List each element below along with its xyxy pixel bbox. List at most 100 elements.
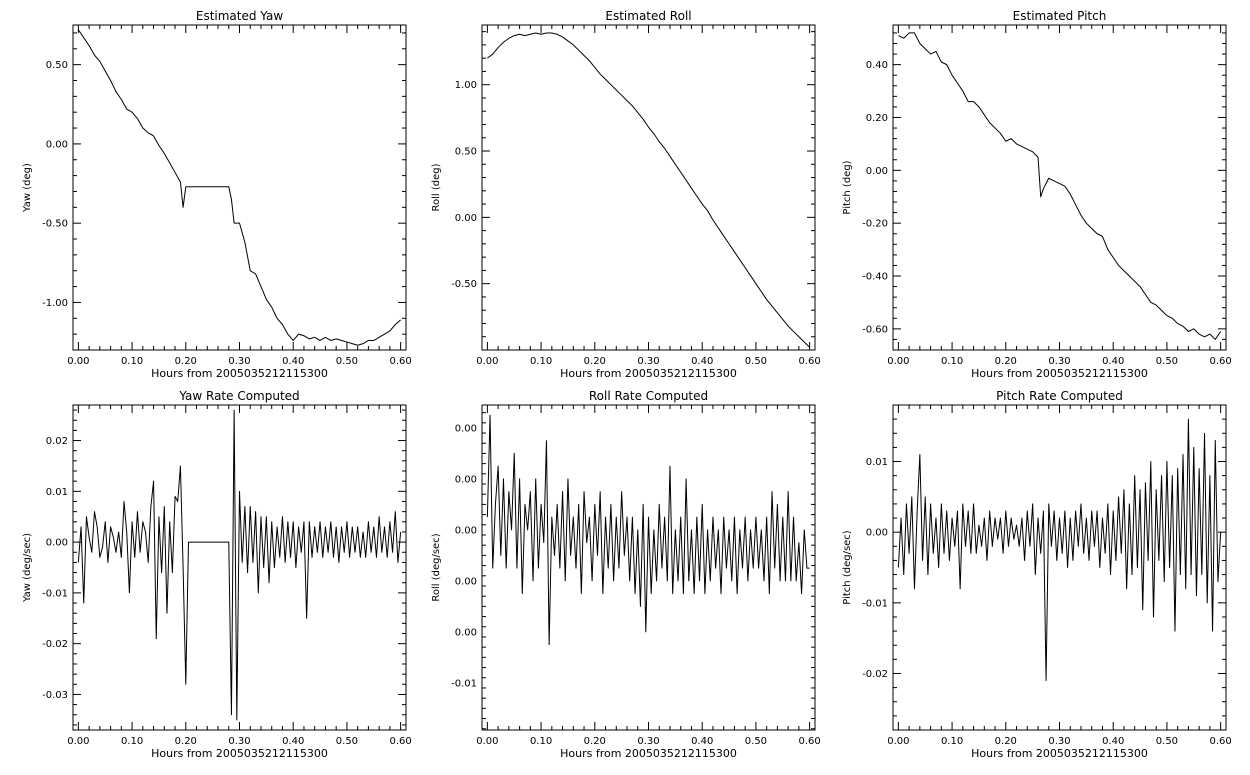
x-tick-label: 0.60 <box>1209 356 1231 367</box>
x-tick-label: 0.60 <box>798 736 820 747</box>
y-tick-label: -0.01 <box>862 598 888 609</box>
x-tick-label: 0.40 <box>1102 736 1124 747</box>
series-line-1 <box>77 409 402 721</box>
y-tick-label: 0.50 <box>455 147 477 158</box>
chart-title: Estimated Pitch <box>1013 9 1107 23</box>
y-tick-label: 0.00 <box>866 166 888 177</box>
y-tick-label: 0.02 <box>46 436 68 447</box>
x-tick-label: 0.40 <box>691 356 713 367</box>
y-tick-label: 0.00 <box>866 528 888 539</box>
x-tick-label: 0.10 <box>121 356 143 367</box>
x-tick-label: 0.00 <box>887 356 909 367</box>
x-tick-label: 0.40 <box>282 356 304 367</box>
x-tick-label: 0.30 <box>1048 356 1070 367</box>
x-tick-label: 0.30 <box>1048 736 1070 747</box>
y-tick-label: 0.00 <box>455 627 477 638</box>
x-tick-label: 0.40 <box>691 736 713 747</box>
plot-frame <box>481 24 816 351</box>
chart-title: Roll Rate Computed <box>589 389 708 403</box>
series-line-1 <box>487 32 810 348</box>
y-axis-label: Yaw (deg/sec) <box>22 533 33 603</box>
chart-title: Estimated Roll <box>605 9 691 23</box>
y-tick-label: -0.50 <box>451 279 477 290</box>
panel-2: Estimated Roll Hours from 200503521211530… <box>431 9 821 380</box>
x-tick-label: 0.30 <box>228 356 250 367</box>
x-tick-label: 0.50 <box>745 356 767 367</box>
plot-frame <box>481 404 816 731</box>
x-axis-label: Hours from 2005035212115300 <box>560 367 737 380</box>
x-tick-label: 0.50 <box>336 356 358 367</box>
panel-3: Estimated Pitch Hours from 20050352121153… <box>842 9 1232 380</box>
x-tick-label: 0.40 <box>282 736 304 747</box>
y-tick-label: -0.20 <box>862 219 888 230</box>
x-tick-label: 0.50 <box>336 736 358 747</box>
y-tick-label: 0.00 <box>46 139 68 150</box>
x-tick-label: 0.10 <box>530 736 552 747</box>
x-tick-label: 0.60 <box>798 356 820 367</box>
chart-title: Estimated Yaw <box>196 9 283 23</box>
series-line-1 <box>898 32 1222 340</box>
x-tick-label: 0.50 <box>745 736 767 747</box>
panel-5: Roll Rate Computed Hours from 20050352121… <box>431 389 821 760</box>
x-tick-label: 0.10 <box>121 736 143 747</box>
x-tick-label: 0.60 <box>1209 736 1231 747</box>
x-tick-label: 0.20 <box>995 736 1017 747</box>
y-tick-label: 1.00 <box>455 80 477 91</box>
y-tick-label: -0.60 <box>862 324 888 335</box>
x-axis-label: Hours from 2005035212115300 <box>971 747 1148 760</box>
y-tick-label: -0.01 <box>42 588 68 599</box>
x-tick-label: 0.30 <box>637 736 659 747</box>
x-axis-label: Hours from 2005035212115300 <box>971 367 1148 380</box>
y-tick-label: 0.00 <box>46 538 68 549</box>
y-tick-label: 0.00 <box>455 525 477 536</box>
series-line-1 <box>897 418 1222 682</box>
y-axis-label: Pitch (deg/sec) <box>842 530 853 605</box>
x-tick-label: 0.10 <box>530 356 552 367</box>
panel-4: Yaw Rate Computed Hours from 200503521211… <box>22 389 412 760</box>
chart-title: Yaw Rate Computed <box>178 389 299 403</box>
x-tick-label: 0.30 <box>228 736 250 747</box>
x-tick-label: 0.10 <box>941 736 963 747</box>
y-tick-label: -0.03 <box>42 690 68 701</box>
series-line-1 <box>486 414 810 646</box>
y-tick-label: -1.00 <box>42 298 68 309</box>
x-tick-label: 0.20 <box>175 356 197 367</box>
x-tick-label: 0.40 <box>1102 356 1124 367</box>
x-tick-label: 0.60 <box>389 736 411 747</box>
x-tick-label: 0.50 <box>1156 356 1178 367</box>
y-axis-label: Roll (deg/sec) <box>431 533 442 601</box>
y-tick-label: 0.00 <box>455 474 477 485</box>
x-tick-label: 0.20 <box>175 736 197 747</box>
x-tick-label: 0.00 <box>887 736 909 747</box>
y-tick-label: -0.02 <box>862 669 888 680</box>
y-tick-label: 0.01 <box>866 457 888 468</box>
x-axis-label: Hours from 2005035212115300 <box>560 747 737 760</box>
panel-6: Pitch Rate Computed Hours from 2005035212… <box>842 389 1232 760</box>
y-tick-label: 0.00 <box>455 576 477 587</box>
y-tick-label: -0.02 <box>42 639 68 650</box>
x-tick-label: 0.10 <box>941 356 963 367</box>
x-tick-label: 0.00 <box>476 736 498 747</box>
x-tick-label: 0.60 <box>389 356 411 367</box>
x-tick-label: 0.50 <box>1156 736 1178 747</box>
y-tick-label: -0.50 <box>42 219 68 230</box>
plot-frame <box>72 24 407 351</box>
y-tick-label: 0.00 <box>455 423 477 434</box>
y-tick-label: 0.01 <box>46 487 68 498</box>
y-axis-label: Roll (deg) <box>431 163 442 211</box>
chart-title: Pitch Rate Computed <box>996 389 1123 403</box>
x-tick-label: 0.20 <box>584 356 606 367</box>
y-axis-label: Pitch (deg) <box>842 160 853 214</box>
y-tick-label: 0.50 <box>46 60 68 71</box>
x-tick-label: 0.00 <box>67 356 89 367</box>
y-tick-label: 0.00 <box>455 213 477 224</box>
x-tick-label: 0.30 <box>637 356 659 367</box>
x-tick-label: 0.20 <box>995 356 1017 367</box>
y-axis-label: Yaw (deg) <box>22 163 33 213</box>
y-tick-label: 0.20 <box>866 113 888 124</box>
x-axis-label: Hours from 2005035212115300 <box>151 747 328 760</box>
x-tick-label: 0.00 <box>67 736 89 747</box>
x-tick-label: 0.20 <box>584 736 606 747</box>
x-axis-label: Hours from 2005035212115300 <box>151 367 328 380</box>
